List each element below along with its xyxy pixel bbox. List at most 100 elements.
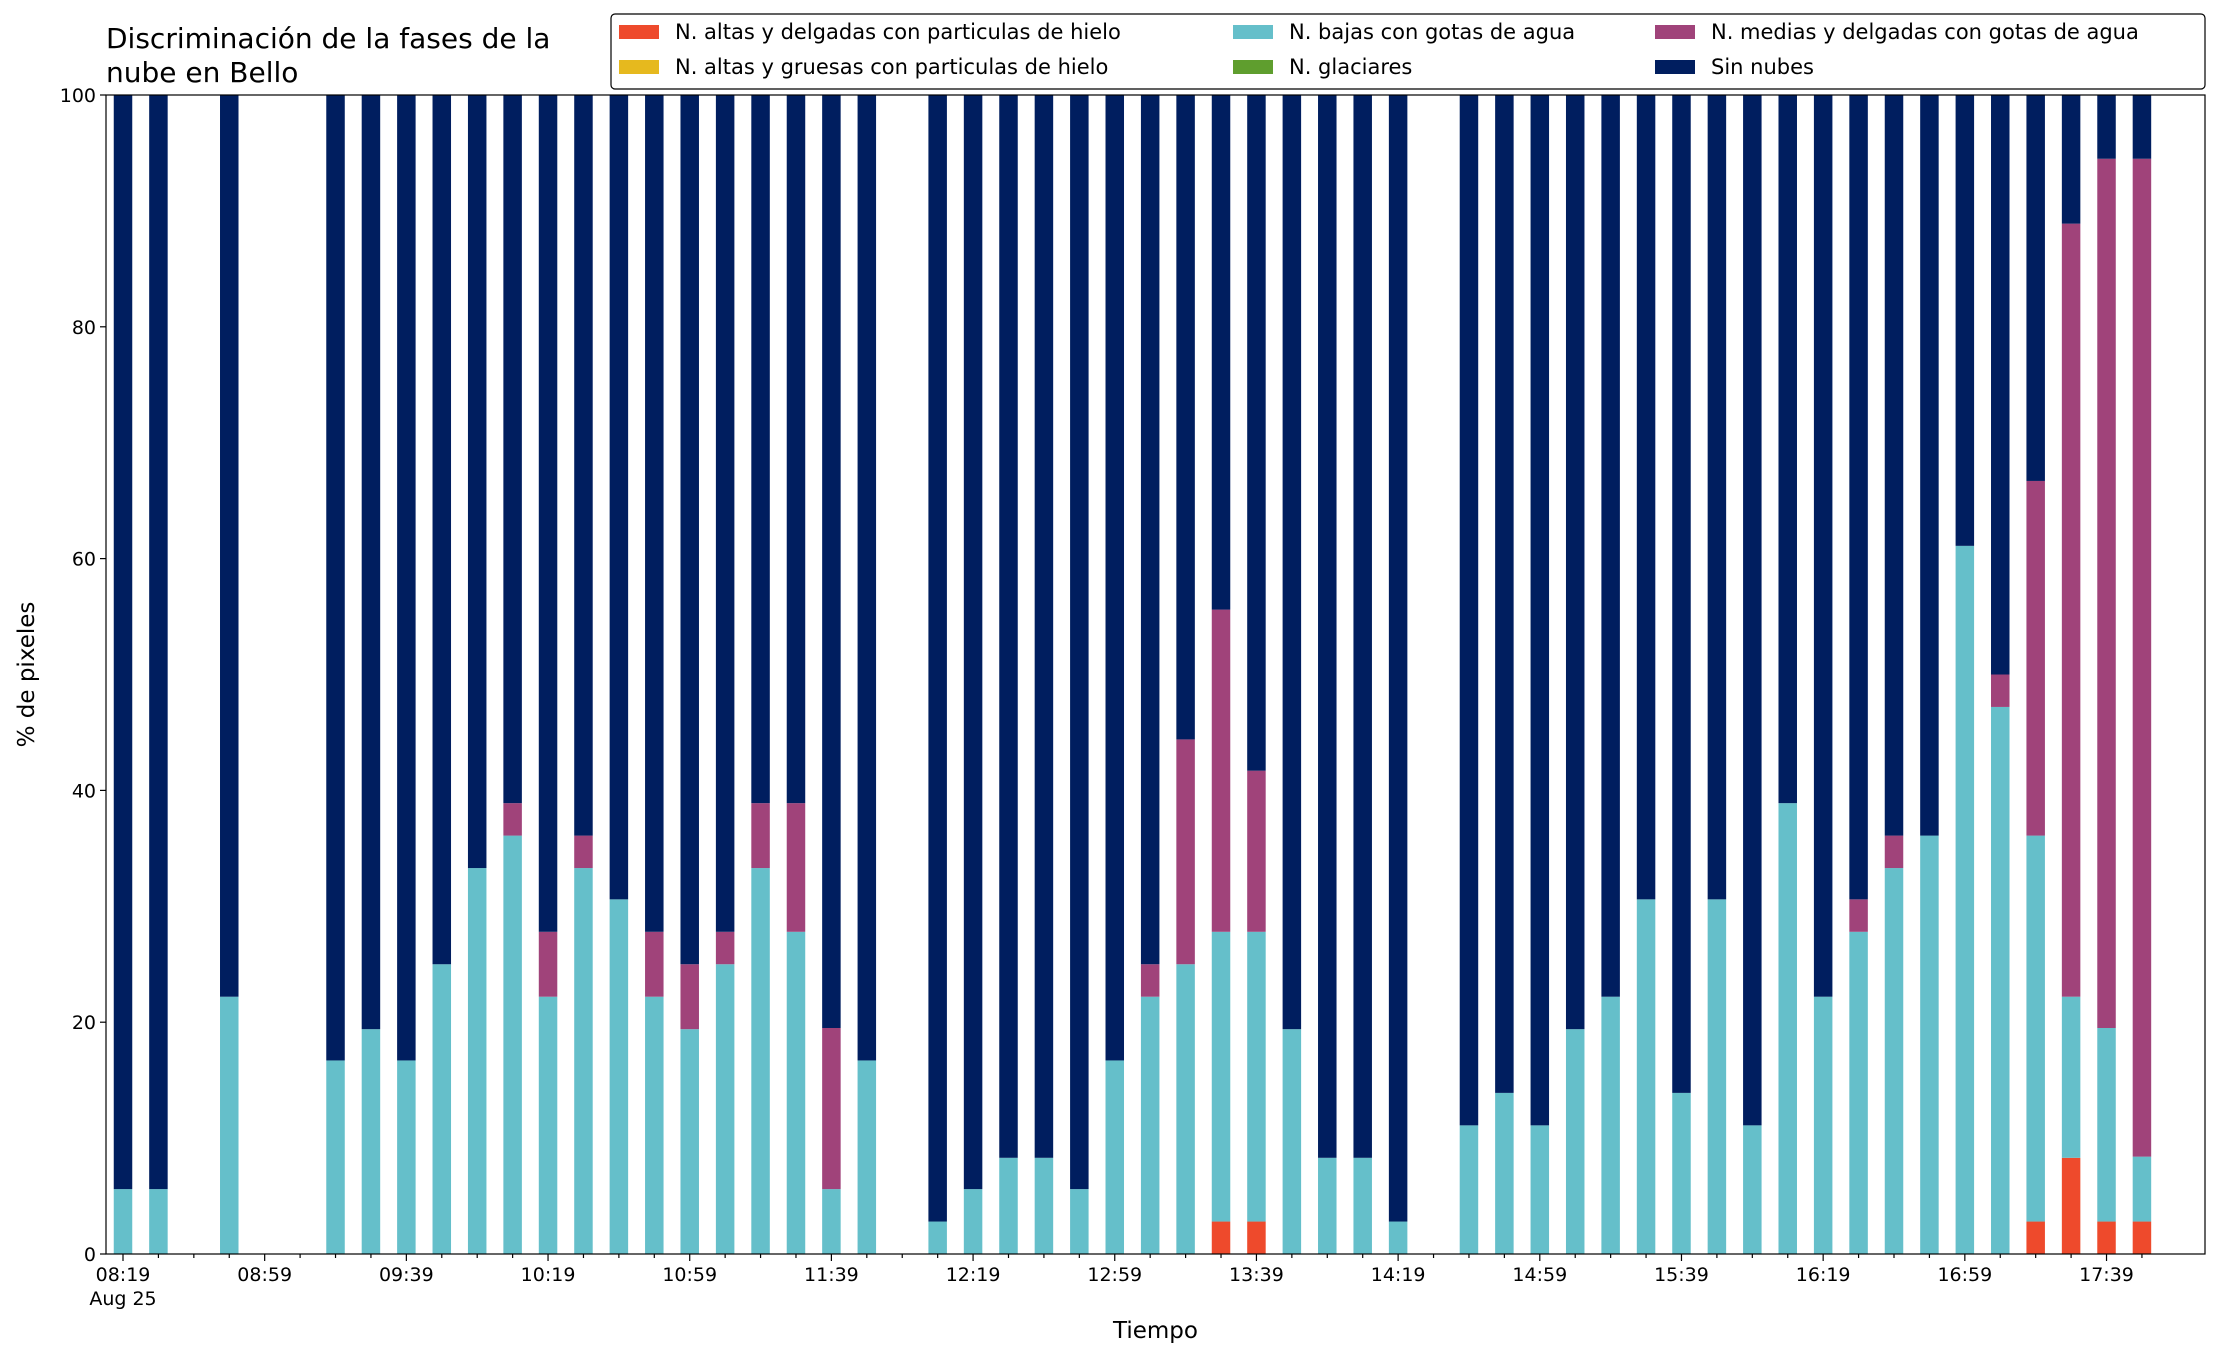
legend-swatch [1233,60,1273,74]
x-tick-label: 12:59 [1087,1264,1142,1286]
bar-segment [1211,1221,1231,1254]
x-tick-label: 15:39 [1654,1264,1709,1286]
bar-segment [1743,1125,1762,1254]
bar-segment [2026,835,2045,1222]
legend-label: N. bajas con gotas de agua [1289,20,1575,44]
bar-segment [645,931,664,997]
bar-segment [1495,95,1514,1093]
x-tick-label: 14:59 [1512,1264,1567,1286]
bar-segment [538,931,558,997]
bar-segment [1530,1125,1550,1254]
bar-segment [2097,158,2116,1028]
bar-segment [1849,95,1868,900]
bar-segment [1991,706,2010,1254]
legend-swatch [619,60,659,74]
bar-segment [1707,95,1727,900]
bar-segment [751,95,770,804]
bar-segment [1849,899,1868,932]
bar-segment [1459,95,1479,1126]
bar-segment [503,835,522,1254]
x-tick-sublabel: Aug 25 [89,1288,156,1310]
legend-label: N. altas y gruesas con particulas de hie… [675,55,1108,79]
bar-segment [715,964,735,1254]
bar-segment [609,899,629,1254]
bar-segment [1176,95,1195,740]
bar-segment [1565,1029,1585,1254]
bar-segment [1991,95,2010,675]
bar-segment [326,95,345,1061]
x-axis-label: Tiempo [1112,1318,1198,1344]
bar-segment [1211,931,1231,1222]
y-tick-label: 20 [72,1012,96,1034]
bar-segment [2061,1157,2081,1254]
bar-segment [1070,95,1089,1190]
bar-segment [432,95,452,965]
bar-segment [432,964,452,1254]
bar-segment [1884,868,1904,1254]
bar-segment [1920,835,1939,1254]
bar-segment [1672,95,1691,1093]
legend-label: N. medias y delgadas con gotas de agua [1711,20,2139,44]
x-tick-label: 16:19 [1796,1264,1851,1286]
y-tick-label: 40 [72,780,96,802]
bar-segment [503,803,522,836]
bar-segment [786,931,806,1254]
bar-segment [1140,95,1160,965]
bar-segment [1388,1221,1408,1254]
x-tick-label: 13:39 [1229,1264,1284,1286]
bar-segment [1636,899,1656,1254]
y-tick-label: 0 [84,1244,96,1266]
legend-swatch [1655,25,1695,39]
chart-title: Discriminación de la fases de la nube en… [106,22,551,89]
bar-segment [2097,95,2116,159]
bar-segment [2132,95,2152,159]
x-tick-label: 09:39 [379,1264,434,1286]
plot-frame [105,94,2206,1255]
bar-segment [1247,770,1266,932]
bar-segment [1105,95,1125,1061]
bar-segment [113,95,133,1190]
bar-segment [1849,931,1868,1254]
bar-segment [467,868,487,1254]
bar-segment [822,1027,841,1190]
bar-segment [574,868,593,1254]
bar-segment [999,95,1018,1158]
bar-segment [538,95,558,932]
x-tick-label: 14:19 [1371,1264,1426,1286]
x-tick-label: 16:59 [1937,1264,1992,1286]
bar-segment [1601,95,1620,997]
bar-segment [1211,609,1231,932]
bar-segment [361,1029,381,1254]
bar-segment [928,1221,947,1254]
bar-segment [1530,95,1550,1126]
bar-segment [822,1189,841,1254]
bar-segment [1636,95,1656,900]
bar-segment [2061,95,2081,224]
bar-segment [1955,545,1975,1254]
bar-segment [999,1157,1018,1254]
bar-segment [220,996,239,1254]
bar-segment [1388,95,1408,1222]
bar-segment [113,1189,133,1254]
bar-segment [680,1029,699,1254]
bar-segment [326,1060,345,1254]
bar-segment [1247,931,1266,1222]
bar-segment [609,95,629,900]
bar-segment [715,931,735,965]
bar-segment [1920,95,1939,836]
bar-segment [1955,95,1975,546]
bar-segment [1318,1157,1337,1254]
bar-segment [2026,480,2045,836]
bar-segment [361,95,381,1030]
bar-segment [1353,1157,1372,1254]
x-tick-label: 10:19 [521,1264,576,1286]
bar-segment [2132,158,2152,1157]
bar-segment [538,996,558,1254]
legend-label: N. altas y delgadas con particulas de hi… [675,20,1121,44]
bar-segment [1495,1092,1514,1254]
bar-segment [680,964,699,1030]
bar-segment [645,996,664,1254]
bar-segment [1884,95,1904,836]
bar-segment [963,1189,983,1254]
